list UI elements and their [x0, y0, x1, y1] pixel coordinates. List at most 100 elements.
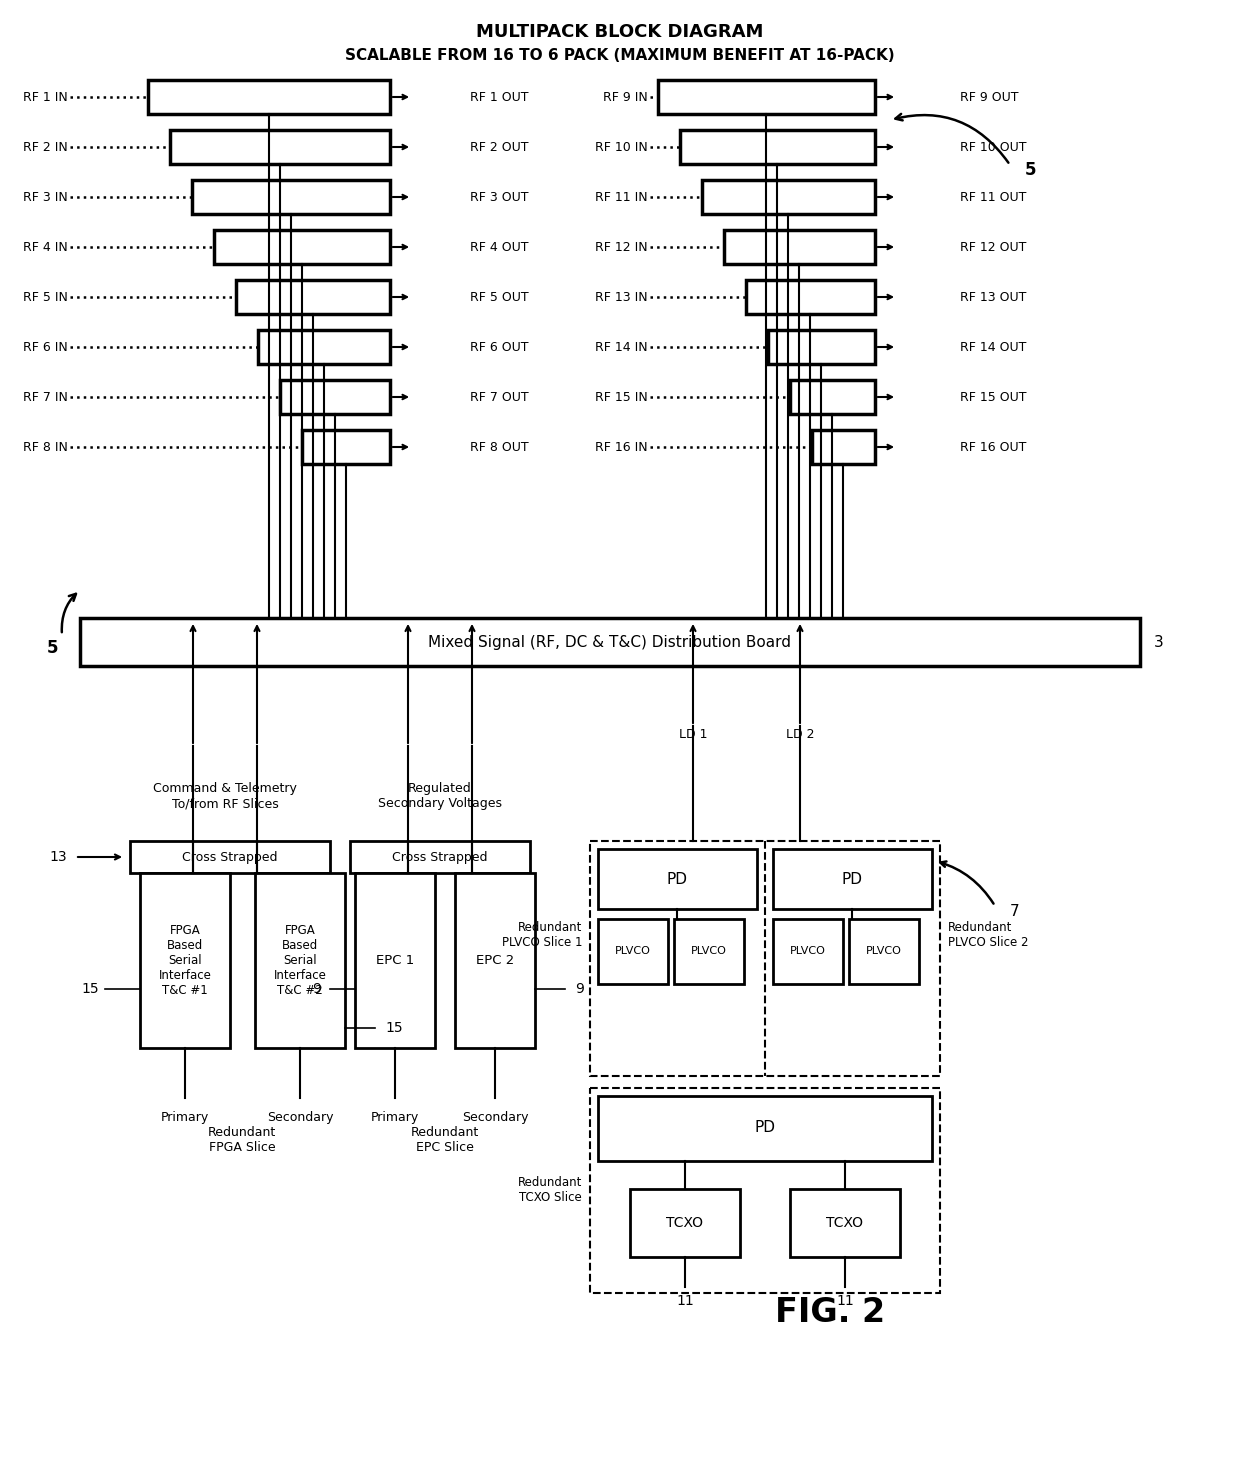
Text: 3: 3	[1154, 634, 1164, 650]
Text: RF 14 IN: RF 14 IN	[595, 340, 649, 353]
Text: RF 11 IN: RF 11 IN	[595, 191, 649, 203]
Text: 15: 15	[81, 983, 99, 996]
Text: RF 12 OUT: RF 12 OUT	[960, 240, 1027, 253]
Text: RF 10 IN: RF 10 IN	[595, 141, 649, 153]
Bar	[702, 179, 875, 213]
Text: Redundant
PLVCO Slice 2: Redundant PLVCO Slice 2	[949, 921, 1028, 949]
Text: 5: 5	[46, 638, 58, 658]
Text: RF 15 OUT: RF 15 OUT	[960, 390, 1027, 403]
Text: Regulated
Secondary Voltages: Regulated Secondary Voltages	[378, 783, 502, 811]
Bar	[170, 129, 391, 163]
Text: RF 2 IN: RF 2 IN	[24, 141, 68, 153]
Text: RF 4 IN: RF 4 IN	[24, 240, 68, 253]
Text: MULTIPACK BLOCK DIAGRAM: MULTIPACK BLOCK DIAGRAM	[476, 24, 764, 41]
Text: 5: 5	[1025, 160, 1037, 179]
Text: Redundant
TCXO Slice: Redundant TCXO Slice	[517, 1175, 582, 1203]
Text: Mixed Signal (RF, DC & T&C) Distribution Board: Mixed Signal (RF, DC & T&C) Distribution…	[429, 634, 791, 650]
Bar	[724, 229, 875, 263]
Bar	[130, 841, 330, 872]
Text: RF 11 OUT: RF 11 OUT	[960, 191, 1027, 203]
Bar	[258, 330, 391, 363]
Bar	[590, 841, 940, 1075]
Text: EPC 2: EPC 2	[476, 953, 515, 966]
Bar	[849, 919, 919, 984]
Text: FPGA
Based
Serial
Interface
T&C #2: FPGA Based Serial Interface T&C #2	[274, 924, 326, 996]
Text: PLVCO: PLVCO	[866, 946, 901, 956]
Text: RF 4 OUT: RF 4 OUT	[470, 240, 528, 253]
Bar	[630, 1189, 740, 1258]
Text: 13: 13	[50, 850, 67, 863]
Text: RF 13 OUT: RF 13 OUT	[960, 290, 1027, 303]
Text: RF 14 OUT: RF 14 OUT	[960, 340, 1027, 353]
Text: Primary: Primary	[161, 1112, 210, 1124]
Bar	[598, 1096, 932, 1161]
Bar	[675, 919, 744, 984]
Text: RF 12 IN: RF 12 IN	[595, 240, 649, 253]
Text: TCXO: TCXO	[667, 1217, 703, 1230]
Text: Redundant
PLVCO Slice 1: Redundant PLVCO Slice 1	[501, 921, 582, 949]
Bar	[768, 330, 875, 363]
Text: 7: 7	[1011, 903, 1019, 918]
Text: FIG. 2: FIG. 2	[775, 1296, 885, 1328]
Text: PD: PD	[842, 871, 863, 887]
Text: Command & Telemetry
To/from RF Slices: Command & Telemetry To/from RF Slices	[153, 783, 296, 811]
Text: EPC 1: EPC 1	[376, 953, 414, 966]
Text: TCXO: TCXO	[827, 1217, 863, 1230]
Text: RF 9 OUT: RF 9 OUT	[960, 91, 1018, 103]
Text: 11: 11	[676, 1294, 694, 1308]
Text: PLVCO: PLVCO	[615, 946, 651, 956]
Text: RF 6 IN: RF 6 IN	[24, 340, 68, 353]
Bar	[790, 380, 875, 413]
Text: RF 16 OUT: RF 16 OUT	[960, 440, 1027, 453]
Text: 15: 15	[384, 1021, 403, 1036]
Text: RF 8 OUT: RF 8 OUT	[470, 440, 528, 453]
Bar	[590, 1089, 940, 1293]
Text: RF 5 IN: RF 5 IN	[24, 290, 68, 303]
Bar	[140, 872, 229, 1047]
Text: Cross Strapped: Cross Strapped	[392, 850, 487, 863]
Text: RF 1 OUT: RF 1 OUT	[470, 91, 528, 103]
Bar	[746, 279, 875, 313]
Text: RF 3 IN: RF 3 IN	[24, 191, 68, 203]
Text: RF 15 IN: RF 15 IN	[595, 390, 649, 403]
Text: PLVCO: PLVCO	[790, 946, 826, 956]
Bar	[192, 179, 391, 213]
Text: PD: PD	[754, 1121, 775, 1136]
Bar	[680, 129, 875, 163]
Bar	[303, 430, 391, 463]
Bar	[598, 849, 756, 909]
Text: RF 10 OUT: RF 10 OUT	[960, 141, 1027, 153]
Text: PLVCO: PLVCO	[691, 946, 727, 956]
Text: PD: PD	[667, 871, 687, 887]
Text: 9: 9	[575, 983, 584, 996]
Bar	[148, 79, 391, 113]
Bar	[355, 872, 435, 1047]
Bar	[598, 919, 668, 984]
Text: RF 7 OUT: RF 7 OUT	[470, 390, 528, 403]
Bar	[773, 919, 843, 984]
Bar	[81, 618, 1140, 666]
Bar	[215, 229, 391, 263]
Text: Secondary: Secondary	[267, 1112, 334, 1124]
Bar	[236, 279, 391, 313]
Text: Redundant
FPGA Slice: Redundant FPGA Slice	[208, 1125, 277, 1155]
Text: Secondary: Secondary	[461, 1112, 528, 1124]
Text: Cross Strapped: Cross Strapped	[182, 850, 278, 863]
Text: Primary: Primary	[371, 1112, 419, 1124]
Text: RF 2 OUT: RF 2 OUT	[470, 141, 528, 153]
Text: RF 9 IN: RF 9 IN	[603, 91, 649, 103]
Bar	[790, 1189, 900, 1258]
Text: RF 6 OUT: RF 6 OUT	[470, 340, 528, 353]
Text: RF 7 IN: RF 7 IN	[24, 390, 68, 403]
Text: LD 2: LD 2	[786, 728, 815, 740]
Text: RF 16 IN: RF 16 IN	[595, 440, 649, 453]
Text: RF 8 IN: RF 8 IN	[24, 440, 68, 453]
Text: 9: 9	[312, 983, 321, 996]
Text: RF 3 OUT: RF 3 OUT	[470, 191, 528, 203]
Text: FPGA
Based
Serial
Interface
T&C #1: FPGA Based Serial Interface T&C #1	[159, 924, 212, 996]
Text: SCALABLE FROM 16 TO 6 PACK (MAXIMUM BENEFIT AT 16-PACK): SCALABLE FROM 16 TO 6 PACK (MAXIMUM BENE…	[345, 47, 895, 62]
Bar	[658, 79, 875, 113]
Text: RF 13 IN: RF 13 IN	[595, 290, 649, 303]
Text: RF 5 OUT: RF 5 OUT	[470, 290, 528, 303]
Bar	[812, 430, 875, 463]
